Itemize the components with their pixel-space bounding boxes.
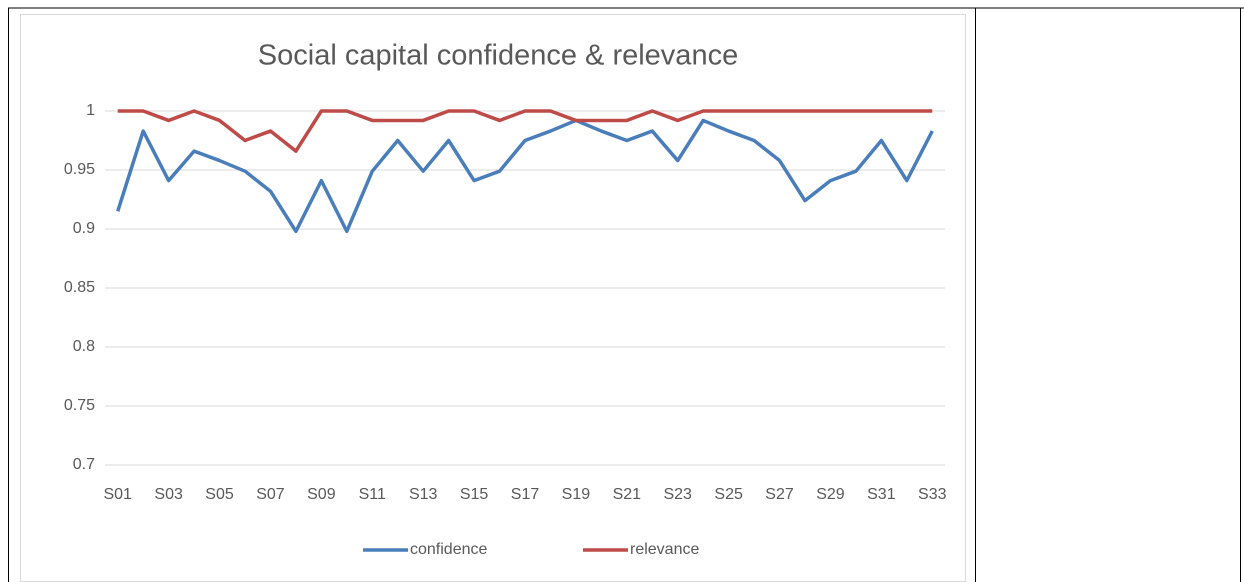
x-tick-label: S17 <box>511 486 540 503</box>
legend-label: confidence <box>410 541 487 558</box>
x-tick-label: S19 <box>562 486 591 503</box>
x-tick-label: S09 <box>307 486 336 503</box>
x-tick-label: S15 <box>460 486 489 503</box>
y-tick-label: 0.7 <box>73 456 95 473</box>
legend-label: relevance <box>630 541 699 558</box>
y-tick-label: 0.75 <box>64 397 95 414</box>
chart-title: Social capital confidence & relevance <box>258 40 738 72</box>
x-tick-label: S11 <box>359 486 386 503</box>
x-tick-label: S13 <box>409 486 438 503</box>
y-tick-label: 1 <box>86 102 95 119</box>
x-tick-label: S01 <box>103 486 132 503</box>
y-tick-label: 0.95 <box>64 161 95 178</box>
x-tick-label: S03 <box>154 486 183 503</box>
data-line <box>117 109 933 153</box>
x-tick-label: S21 <box>613 486 642 503</box>
x-tick-label: S25 <box>714 486 743 503</box>
x-tick-label: S31 <box>867 486 896 503</box>
x-tick-label: S27 <box>765 486 794 503</box>
x-tick-label: S29 <box>816 486 845 503</box>
y-tick-label: 0.85 <box>64 279 95 296</box>
data-line <box>116 118 934 234</box>
y-tick-label: 0.8 <box>73 338 95 355</box>
y-tick-label: 0.9 <box>73 220 95 237</box>
x-tick-label: S07 <box>256 486 285 503</box>
x-tick-label: S23 <box>663 486 692 503</box>
x-tick-label: S33 <box>918 486 947 503</box>
x-tick-label: S05 <box>205 486 234 503</box>
